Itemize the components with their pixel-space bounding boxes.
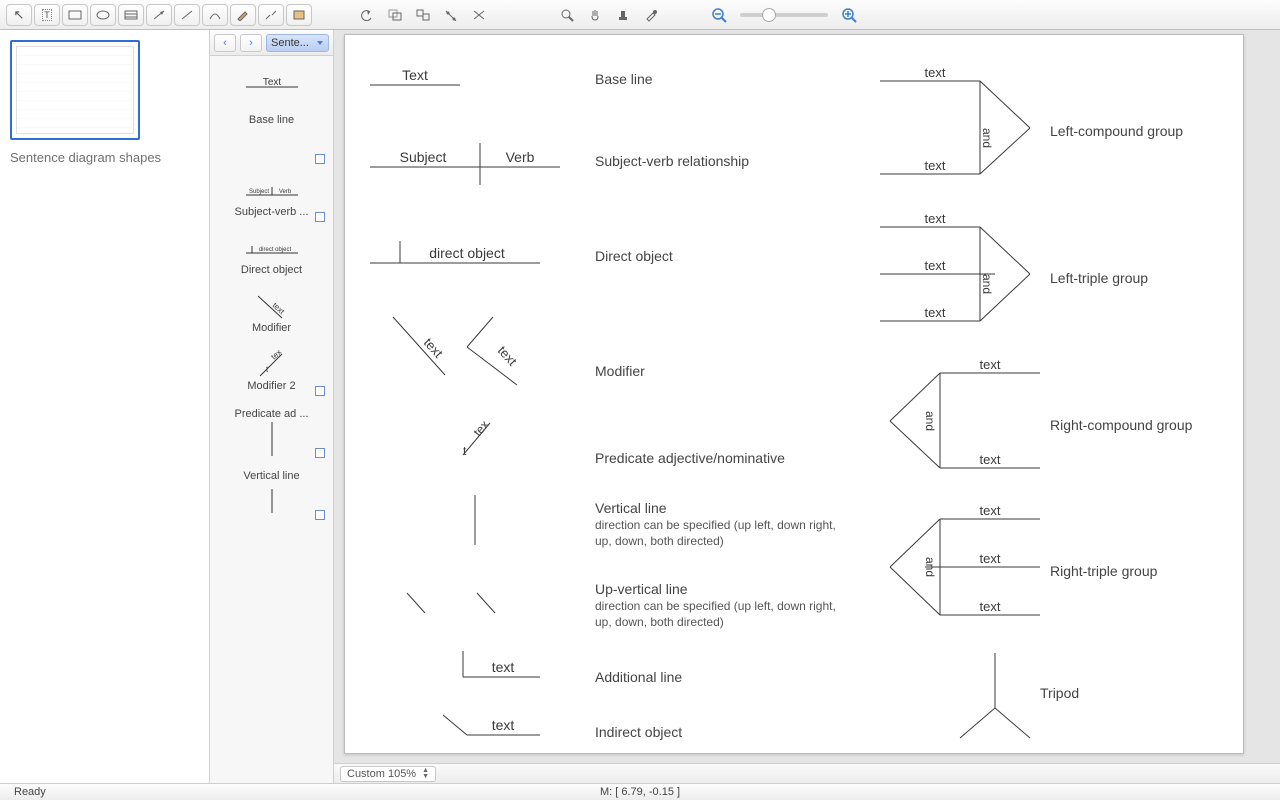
svg-text:tex: tex — [269, 350, 283, 361]
svg-text:text: text — [925, 65, 946, 80]
ellipse-tool[interactable] — [90, 4, 116, 26]
svg-text:text: text — [492, 659, 515, 675]
canvas-area: Text Subject Verb direct object text — [334, 30, 1280, 783]
library-panel: ‹ › Sente... Text Text Base line Subject… — [210, 30, 334, 783]
library-item[interactable]: text Modifier 2 — [212, 350, 331, 392]
label-modifier: Modifier — [595, 363, 645, 379]
label-indirect-object: Indirect object — [595, 724, 682, 740]
label-up-vertical: Up-vertical line direction can be specif… — [595, 581, 845, 629]
svg-text:tex: tex — [471, 418, 492, 439]
library-header: ‹ › Sente... — [210, 30, 333, 56]
library-item[interactable]: Vertical line — [212, 470, 331, 516]
svg-text:Subject: Subject — [400, 149, 447, 165]
svg-text:text: text — [925, 211, 946, 226]
status-mouse: M: [ 6.79, -0.15 ] — [600, 786, 680, 798]
label-predicate: Predicate adjective/nominative — [595, 450, 785, 466]
svg-text:Text: Text — [262, 77, 281, 88]
zoom-readout[interactable]: Custom 105% ▲▼ — [340, 766, 436, 782]
label-vertical-line: Vertical line direction can be specified… — [595, 500, 845, 548]
svg-text:text: text — [925, 258, 946, 273]
library-list: Text Text Base line SubjectVerb Subject-… — [210, 56, 333, 783]
svg-text:Verb: Verb — [278, 189, 291, 195]
zoom-tool[interactable] — [554, 4, 580, 26]
svg-text:text: text — [925, 158, 946, 173]
status-ready: Ready — [14, 786, 46, 798]
align-button[interactable] — [438, 4, 464, 26]
table-tool[interactable] — [118, 4, 144, 26]
library-selector[interactable]: Sente... — [266, 34, 329, 52]
rect-tool[interactable] — [62, 4, 88, 26]
label-base-line: Base line — [595, 71, 653, 87]
svg-text:and: and — [980, 274, 994, 294]
svg-text:and: and — [980, 128, 994, 148]
thumbnail-caption: Sentence diagram shapes — [10, 150, 199, 165]
label-direct-object: Direct object — [595, 248, 673, 264]
svg-text:direct object: direct object — [258, 247, 291, 253]
label-left-triple: Left-triple group — [1050, 270, 1148, 286]
svg-text:text: text — [980, 503, 1001, 518]
svg-text:Subject: Subject — [248, 189, 268, 195]
zoom-in-button[interactable] — [836, 4, 862, 26]
svg-text:text: text — [980, 551, 1001, 566]
pen-tool[interactable] — [230, 4, 256, 26]
library-item[interactable]: Text Text — [212, 68, 331, 98]
eyedropper-tool[interactable] — [638, 4, 664, 26]
library-item[interactable]: direct object Direct object — [212, 234, 331, 276]
pan-tool[interactable] — [582, 4, 608, 26]
library-item[interactable]: Base line — [212, 114, 331, 160]
label-right-triple: Right-triple group — [1050, 563, 1157, 579]
svg-text:text: text — [270, 301, 286, 317]
page-thumbnail[interactable] — [10, 40, 140, 140]
arc-tool[interactable] — [202, 4, 228, 26]
text-tool[interactable]: T — [34, 4, 60, 26]
canvas-footer: Custom 105% ▲▼ — [334, 763, 1280, 783]
svg-text:text: text — [925, 305, 946, 320]
label-right-compound: Right-compound group — [1050, 417, 1192, 433]
group-button[interactable] — [382, 4, 408, 26]
status-bar: Ready M: [ 6.79, -0.15 ] — [0, 783, 1280, 800]
distribute-button[interactable] — [466, 4, 492, 26]
zoom-slider[interactable] — [740, 13, 828, 17]
library-back-button[interactable]: ‹ — [214, 34, 236, 52]
connector-tool[interactable] — [258, 4, 284, 26]
line-tool[interactable] — [174, 4, 200, 26]
label-subject-verb: Subject-verb relationship — [595, 153, 749, 169]
svg-text:text: text — [980, 452, 1001, 467]
svg-text:text: text — [492, 717, 515, 733]
svg-text:Verb: Verb — [506, 149, 535, 165]
svg-text:and: and — [923, 557, 937, 577]
pages-panel: Sentence diagram shapes — [0, 30, 210, 783]
label-additional-line: Additional line — [595, 669, 682, 685]
ungroup-button[interactable] — [410, 4, 436, 26]
svg-text:direct object: direct object — [429, 245, 505, 261]
main-toolbar: ↖ T — [0, 0, 1280, 30]
select-tool[interactable]: ↖ — [6, 4, 32, 26]
svg-text:t: t — [266, 365, 269, 374]
svg-text:text: text — [980, 357, 1001, 372]
library-item[interactable]: text Modifier — [212, 292, 331, 334]
svg-text:text: text — [980, 599, 1001, 614]
library-forward-button[interactable]: › — [240, 34, 262, 52]
canvas-scroll[interactable]: Text Subject Verb direct object text — [334, 30, 1280, 763]
library-tool[interactable] — [286, 4, 312, 26]
zoom-out-button[interactable] — [706, 4, 732, 26]
svg-text:text: text — [421, 335, 446, 361]
baseline-sample: Text — [402, 67, 428, 83]
svg-text:and: and — [923, 411, 937, 431]
library-item[interactable]: Predicate ad ... — [212, 408, 331, 454]
page[interactable]: Text Subject Verb direct object text — [344, 34, 1244, 754]
arrow-tool[interactable] — [146, 4, 172, 26]
label-left-compound: Left-compound group — [1050, 123, 1183, 139]
undo-button[interactable] — [354, 4, 380, 26]
library-item[interactable]: SubjectVerb Subject-verb ... — [212, 176, 331, 218]
stamp-tool[interactable] — [610, 4, 636, 26]
svg-text:text: text — [495, 343, 520, 369]
label-tripod: Tripod — [1040, 685, 1079, 701]
